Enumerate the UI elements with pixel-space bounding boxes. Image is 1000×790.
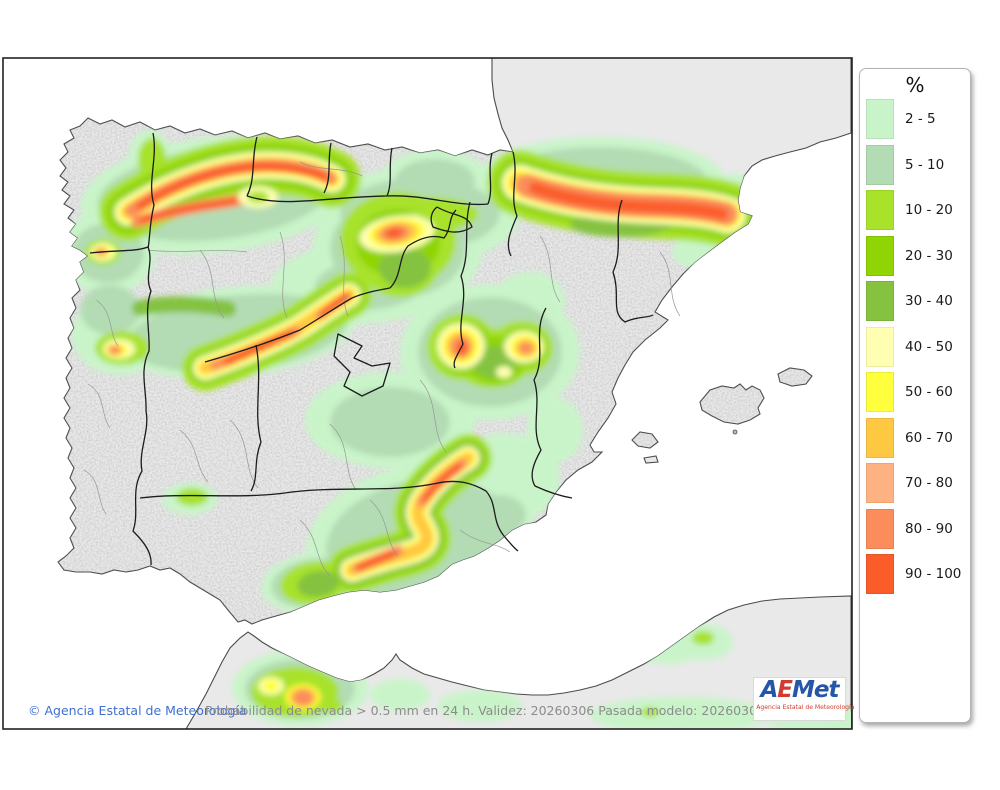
cabrera-island: [732, 429, 738, 435]
legend-item: 30 - 40: [866, 281, 970, 321]
legend-item: 20 - 30: [866, 235, 970, 276]
legend-color-swatch: [866, 235, 894, 276]
legend-color-swatch: [866, 417, 894, 458]
legend-color-swatch: [866, 463, 894, 503]
legend-rows: 2 - 5 5 - 10 10 - 20 20 - 30 30 - 40 40 …: [860, 99, 970, 594]
legend-range-label: 60 - 70: [905, 429, 953, 446]
legend-range-label: 40 - 50: [905, 338, 953, 355]
legend-range-label: 10 - 20: [905, 202, 953, 218]
legend-range-label: 50 - 60: [905, 384, 953, 400]
aemet-logo-wordmark: AEMet: [760, 677, 839, 703]
legend-item: 40 - 50: [866, 326, 970, 367]
legend-title: %: [905, 73, 925, 97]
legend-item: 50 - 60: [866, 372, 970, 412]
legend-color-swatch: [866, 326, 894, 367]
legend-range-label: 20 - 30: [905, 247, 953, 264]
legend-color-swatch: [866, 281, 894, 321]
legend-color-swatch: [866, 190, 894, 230]
legend-range-label: 70 - 80: [905, 475, 953, 491]
aemet-logo: AEMet Agencia Estatal de Meteorología: [753, 677, 855, 721]
legend-item: 70 - 80: [866, 463, 970, 503]
aemet-logo-subtitle: Agencia Estatal de Meteorología: [756, 703, 855, 711]
attribution-text: © Agencia Estatal de Meteorología: [28, 703, 247, 718]
legend-color-swatch: [866, 508, 894, 549]
legend-color-swatch: [866, 144, 894, 185]
legend-range-label: 30 - 40: [905, 293, 953, 309]
legend-color-swatch: [866, 372, 894, 412]
legend-item: 80 - 90: [866, 508, 970, 549]
legend-item: 10 - 20: [866, 190, 970, 230]
probability-legend: % 2 - 5 5 - 10 10 - 20 20 - 30 30 - 40 4…: [859, 68, 971, 723]
legend-range-label: 5 - 10: [905, 156, 945, 173]
map-caption: Probabilidad de nevada > 0.5 mm en 24 h.…: [205, 703, 781, 718]
legend-color-swatch: [866, 554, 894, 594]
legend-item: 60 - 70: [866, 417, 970, 458]
legend-item: 90 - 100: [866, 554, 970, 594]
map-canvas: [3, 58, 852, 729]
region-borders: [89, 132, 654, 566]
legend-range-label: 90 - 100: [905, 566, 962, 582]
legend-range-label: 2 - 5: [905, 111, 936, 127]
legend-color-swatch: [866, 99, 894, 139]
legend-range-label: 80 - 90: [905, 520, 953, 537]
legend-item: 2 - 5: [866, 99, 970, 139]
legend-item: 5 - 10: [866, 144, 970, 185]
map-frame: [2, 57, 853, 730]
